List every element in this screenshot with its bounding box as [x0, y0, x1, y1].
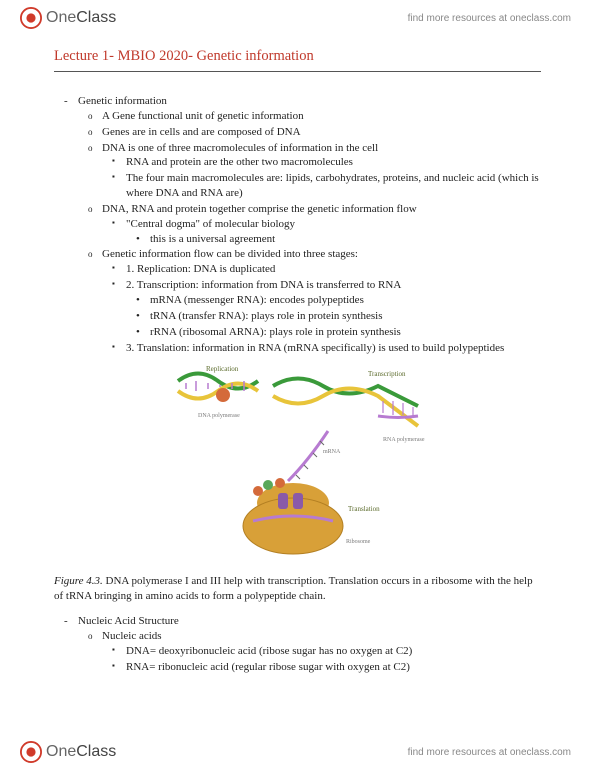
section-heading: Nucleic Acid Structure [78, 615, 179, 627]
label-transcription: Transcription [368, 370, 406, 378]
brand-name-a: One [46, 743, 76, 761]
list-item: The four main macromolecules are: lipids… [126, 171, 541, 201]
figure-central-dogma: Replication DNA polymerase Transcription… [54, 361, 541, 564]
label-replication: Replication [206, 365, 239, 373]
label-dna-polymerase: DNA polymerase [198, 413, 240, 419]
list-item: A Gene functional unit of genetic inform… [102, 109, 541, 124]
list-item: 1. Replication: DNA is duplicated [126, 262, 541, 277]
logo-icon [20, 741, 42, 763]
transcription-icon: Transcription RNA polymerase mRNA [273, 370, 425, 455]
list-item: "Central dogma" of molecular biology thi… [126, 217, 541, 247]
section-heading: Genetic information [78, 95, 167, 107]
list-item: Genes are in cells and are composed of D… [102, 125, 541, 140]
list-item: this is a universal agreement [150, 232, 541, 247]
list-item: Genetic information flow can be divided … [102, 247, 541, 355]
list-item: RNA and protein are the other two macrom… [126, 155, 541, 170]
figure-caption: Figure 4.3. DNA polymerase I and III hel… [54, 574, 541, 604]
list-item: tRNA (transfer RNA): plays role in prote… [150, 309, 541, 324]
label-translation: Translation [348, 505, 380, 513]
tagline-link-bottom[interactable]: find more resources at oneclass.com [408, 747, 571, 758]
item-text: "Central dogma" of molecular biology [126, 218, 295, 230]
brand-name-b: Class [76, 743, 116, 761]
section-nucleic-acid: Nucleic Acid Structure Nucleic acids DNA… [54, 614, 541, 674]
list-item: DNA, RNA and protein together comprise t… [102, 202, 541, 247]
item-text: DNA is one of three macromolecules of in… [102, 142, 378, 154]
list-item: rRNA (ribosomal ARNA): plays role in pro… [150, 325, 541, 340]
list-item: Nucleic acids DNA= deoxyribonucleic acid… [102, 629, 541, 675]
section-genetic-info: Genetic information A Gene functional un… [54, 94, 541, 355]
figure-label: Figure 4.3. [54, 575, 103, 587]
title-rule [54, 71, 541, 72]
label-ribosome: Ribosome [346, 539, 371, 545]
brand-name-b: Class [76, 9, 116, 27]
logo-icon [20, 7, 42, 29]
list-item: mRNA (messenger RNA): encodes polypeptid… [150, 293, 541, 308]
label-rna-polymerase: RNA polymerase [383, 437, 425, 443]
figure-caption-text: DNA polymerase I and III help with trans… [54, 575, 533, 602]
mrna-strand-icon [288, 431, 328, 481]
list-item: RNA= ribonucleic acid (regular ribose su… [126, 660, 541, 675]
item-text: 2. Transcription: information from DNA i… [126, 279, 401, 291]
tagline-link-top[interactable]: find more resources at oneclass.com [408, 13, 571, 24]
list-item: Nucleic Acid Structure Nucleic acids DNA… [78, 614, 541, 674]
list-item: DNA= deoxyribonucleic acid (ribose sugar… [126, 644, 541, 659]
list-item: 3. Translation: information in RNA (mRNA… [126, 341, 541, 356]
brand-logo-bottom[interactable]: OneClass [20, 741, 116, 763]
brand-logo[interactable]: OneClass [20, 7, 116, 29]
list-item: Genetic information A Gene functional un… [78, 94, 541, 355]
diagram-svg: Replication DNA polymerase Transcription… [168, 361, 428, 561]
brand-name-a: One [46, 9, 76, 27]
item-text: Genetic information flow can be divided … [102, 248, 358, 260]
top-bar: OneClass find more resources at oneclass… [0, 0, 595, 36]
replication-helix-icon: Replication DNA polymerase [178, 365, 258, 419]
label-mrna: mRNA [323, 449, 341, 455]
page-title: Lecture 1- MBIO 2020- Genetic informatio… [54, 48, 541, 65]
list-item: 2. Transcription: information from DNA i… [126, 278, 541, 339]
item-text: Nucleic acids [102, 630, 162, 642]
list-item: DNA is one of three macromolecules of in… [102, 141, 541, 201]
page-content: Lecture 1- MBIO 2020- Genetic informatio… [0, 36, 595, 674]
ribosome-icon: Translation Ribosome [243, 478, 380, 554]
bottom-bar: OneClass find more resources at oneclass… [0, 734, 595, 770]
item-text: DNA, RNA and protein together comprise t… [102, 203, 417, 215]
